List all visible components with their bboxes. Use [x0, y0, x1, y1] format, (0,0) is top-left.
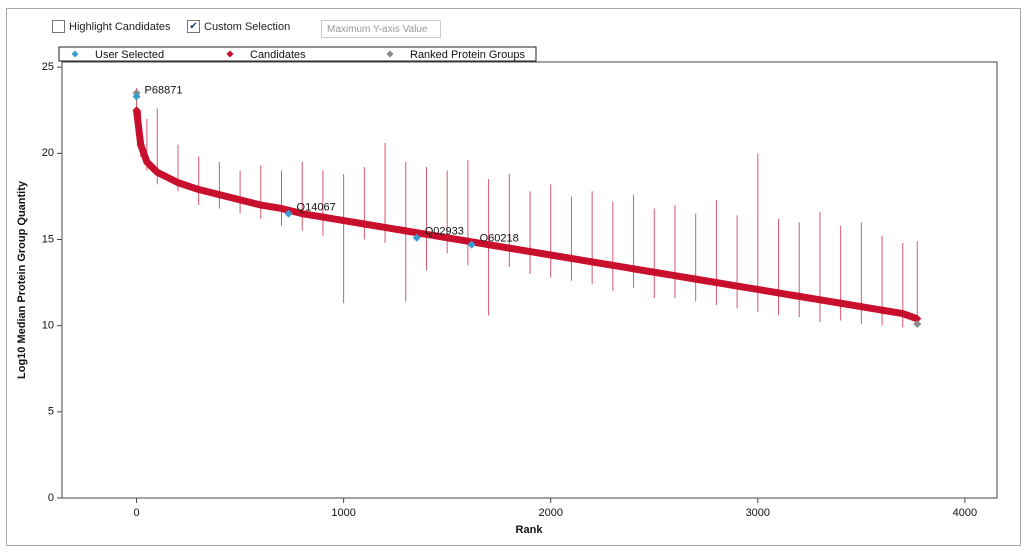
checkbox-label: Highlight Candidates [69, 20, 171, 33]
point [467, 240, 476, 249]
point [422, 230, 431, 239]
point-label: O60218 [480, 233, 519, 245]
legend-label: Ranked Protein Groups [410, 49, 525, 61]
point [215, 190, 224, 199]
point [629, 264, 638, 273]
point [484, 240, 493, 249]
y-axis-label: Log10 Median Protein Group Quantity [16, 180, 28, 379]
point [360, 219, 369, 228]
point [318, 213, 327, 222]
point [712, 278, 721, 287]
legend-marker [226, 50, 234, 58]
point [913, 319, 922, 328]
y-tick-label: 15 [42, 233, 54, 245]
point-label: Q02933 [425, 226, 464, 238]
point [194, 185, 203, 194]
x-tick-label: 3000 [746, 507, 770, 519]
point-label: P68871 [145, 84, 183, 96]
point [284, 209, 293, 218]
legend-label: User Selected [95, 49, 164, 61]
point [815, 295, 824, 304]
y-tick-label: 10 [42, 320, 54, 332]
point [650, 268, 659, 277]
point [132, 92, 141, 101]
point [774, 288, 783, 297]
x-tick-label: 4000 [953, 507, 977, 519]
point [588, 257, 597, 266]
x-axis-label: Rank [516, 524, 544, 536]
point [753, 285, 762, 294]
highlight-checkbox[interactable]: Highlight Candidates [52, 20, 171, 33]
point [670, 271, 679, 280]
checkbox-label: Custom Selection [204, 20, 291, 33]
point [733, 282, 742, 291]
point [173, 178, 182, 187]
x-tick-label: 0 [133, 507, 139, 519]
point [526, 247, 535, 256]
y-tick-label: 20 [42, 147, 54, 159]
custom-checkbox[interactable]: ✔ Custom Selection [187, 20, 290, 33]
point-label: Q14067 [297, 202, 336, 214]
point [857, 302, 866, 311]
y-tick-label: 25 [42, 61, 54, 73]
point [412, 233, 421, 242]
point [132, 106, 141, 115]
checkbox[interactable]: ✔ [187, 20, 200, 33]
legend-label: Candidates [250, 49, 306, 61]
point [401, 226, 410, 235]
point [691, 275, 700, 284]
panel [6, 8, 1021, 546]
point [381, 223, 390, 232]
point [443, 233, 452, 242]
y-tick-label: 5 [48, 406, 54, 418]
point [898, 309, 907, 318]
point [546, 251, 555, 260]
point [567, 254, 576, 263]
x-tick-label: 1000 [331, 507, 355, 519]
y-tick-label: 0 [48, 492, 54, 504]
checkbox[interactable] [52, 20, 65, 33]
point [913, 314, 922, 323]
point [339, 216, 348, 225]
x-tick-label: 2000 [538, 507, 562, 519]
point [136, 140, 145, 149]
point [878, 306, 887, 315]
legend-box [58, 46, 537, 62]
point [795, 292, 804, 301]
point [236, 195, 245, 204]
point [256, 201, 265, 210]
point [153, 168, 162, 177]
legend-marker [71, 50, 79, 58]
plot-frame [61, 61, 998, 499]
legend-marker [386, 50, 394, 58]
point [836, 299, 845, 308]
point [608, 261, 617, 270]
point [505, 244, 514, 253]
max-y-input[interactable]: Maximum Y-axis Value [321, 20, 441, 38]
point [298, 209, 307, 218]
point [142, 157, 151, 166]
point [277, 204, 286, 213]
